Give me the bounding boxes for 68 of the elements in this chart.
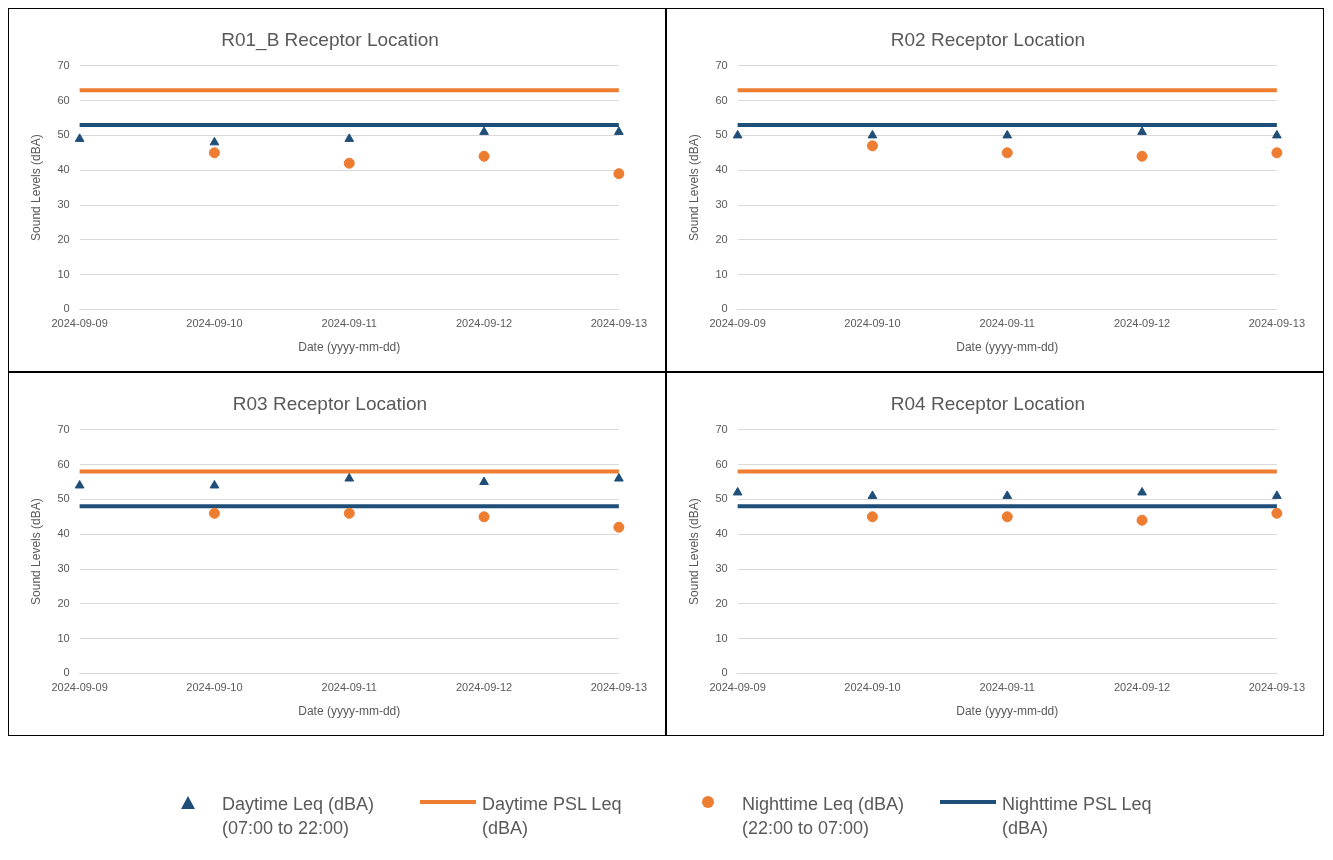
- y-tick-label: 10: [57, 631, 70, 644]
- x-tick-label: 2024-09-12: [455, 681, 513, 694]
- x-tick-label: 2024-09-13: [590, 317, 648, 330]
- y-tick-label: 40: [57, 527, 70, 540]
- y-tick-label: 30: [715, 562, 728, 575]
- y-tick-label: 70: [715, 422, 728, 435]
- y-axis-title: Sound Levels (dBA): [28, 498, 43, 605]
- y-tick-label: 0: [721, 666, 728, 679]
- x-tick-label: 2024-09-11: [321, 317, 377, 330]
- y-axis-title: Sound Levels (dBA): [28, 134, 43, 241]
- y-tick-label: 20: [57, 596, 70, 609]
- x-tick-label: 2024-09-11: [979, 317, 1035, 330]
- y-tick-label: 60: [715, 93, 728, 106]
- x-axis-title: Date (yyyy-mm-dd): [956, 704, 1059, 719]
- x-tick-label: 2024-09-10: [844, 317, 901, 330]
- x-tick-label: 2024-09-13: [1248, 317, 1306, 330]
- x-axis-title: Date (yyyy-mm-dd): [298, 704, 401, 719]
- chart-title: R01_B Receptor Location: [221, 28, 439, 51]
- y-tick-label: 60: [57, 457, 70, 470]
- y-axis-title: Sound Levels (dBA): [686, 498, 701, 605]
- y-tick-label: 20: [715, 596, 728, 609]
- legend-label: Nighttime PSL Leq (dBA): [1002, 793, 1153, 840]
- chart-title: R04 Receptor Location: [890, 392, 1086, 414]
- x-tick-label: 2024-09-09: [51, 681, 108, 694]
- y-tick-label: 20: [715, 232, 728, 245]
- x-tick-label: 2024-09-12: [1113, 681, 1171, 694]
- y-tick-label: 30: [57, 562, 70, 575]
- y-tick-label: 20: [57, 232, 70, 245]
- chart-title: R03 Receptor Location: [232, 392, 428, 414]
- y-tick-label: 40: [715, 527, 728, 540]
- y-tick-label: 10: [57, 267, 70, 280]
- y-tick-label: 10: [715, 267, 728, 280]
- x-axis-title: Date (yyyy-mm-dd): [956, 340, 1059, 355]
- y-axis-title: Sound Levels (dBA): [686, 134, 701, 241]
- x-tick-label: 2024-09-10: [186, 317, 243, 330]
- y-tick-label: 60: [715, 457, 728, 470]
- y-tick-label: 50: [715, 492, 728, 505]
- y-tick-label: 40: [57, 163, 70, 176]
- x-tick-label: 2024-09-12: [455, 317, 513, 330]
- y-tick-label: 10: [715, 631, 728, 644]
- legend-label: Daytime Leq (dBA) (07:00 to 22:00): [222, 793, 376, 840]
- legend-label: Daytime PSL Leq (dBA): [482, 793, 623, 840]
- y-tick-label: 0: [721, 302, 728, 315]
- y-tick-label: 40: [715, 163, 728, 176]
- y-tick-label: 60: [57, 93, 70, 106]
- x-tick-label: 2024-09-13: [590, 681, 648, 694]
- x-tick-label: 2024-09-12: [1113, 317, 1171, 330]
- y-tick-label: 70: [57, 58, 70, 71]
- chart-title: R02 Receptor Location: [890, 28, 1086, 50]
- y-tick-label: 0: [63, 666, 70, 679]
- x-tick-label: 2024-09-10: [844, 681, 901, 694]
- x-tick-label: 2024-09-11: [321, 681, 377, 694]
- y-tick-label: 70: [57, 422, 70, 435]
- x-axis-title: Date (yyyy-mm-dd): [298, 340, 401, 355]
- y-tick-label: 50: [57, 492, 70, 505]
- x-tick-label: 2024-09-09: [709, 317, 766, 330]
- legend-label: Nighttime Leq (dBA) (22:00 to 07:00): [742, 793, 906, 840]
- y-tick-label: 30: [715, 198, 728, 211]
- x-tick-label: 2024-09-09: [709, 681, 766, 694]
- y-tick-label: 70: [715, 58, 728, 71]
- y-tick-label: 30: [57, 198, 70, 211]
- y-tick-label: 50: [57, 128, 70, 141]
- x-tick-label: 2024-09-13: [1248, 681, 1306, 694]
- y-tick-label: 0: [63, 302, 70, 315]
- y-tick-label: 50: [715, 128, 728, 141]
- x-tick-label: 2024-09-09: [51, 317, 108, 330]
- x-tick-label: 2024-09-11: [979, 681, 1035, 694]
- x-tick-label: 2024-09-10: [186, 681, 243, 694]
